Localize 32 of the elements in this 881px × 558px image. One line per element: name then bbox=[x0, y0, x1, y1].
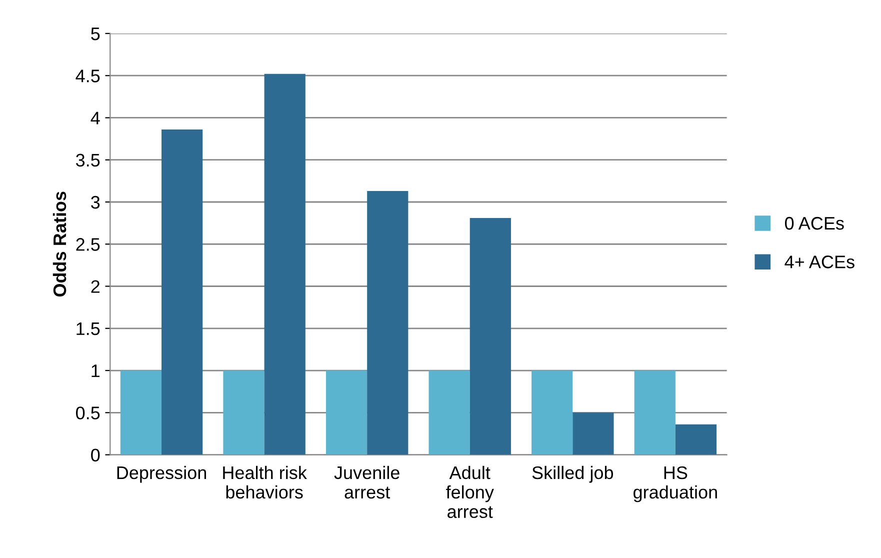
bar bbox=[634, 370, 676, 455]
x-tick-label: Adult felony arrest bbox=[446, 466, 494, 518]
x-tick-label: Depression bbox=[117, 466, 206, 483]
bar bbox=[326, 370, 368, 455]
legend-label: 4+ ACEs bbox=[784, 256, 854, 268]
bar bbox=[572, 412, 614, 455]
y-tick-label: 1.5 bbox=[76, 322, 100, 336]
bar bbox=[367, 191, 408, 455]
bar bbox=[120, 370, 162, 455]
x-tick-label: Health risk behaviors bbox=[223, 466, 307, 499]
bar bbox=[532, 370, 573, 455]
bar bbox=[428, 370, 470, 455]
x-tick-label: Skilled job bbox=[532, 466, 614, 483]
y-tick-label: 4 bbox=[90, 112, 100, 124]
legend-label: 0 ACEs bbox=[785, 216, 844, 230]
y-tick-label: 5 bbox=[91, 28, 100, 40]
y-tick-label: 0 bbox=[91, 448, 100, 462]
y-tick-label: 0.5 bbox=[76, 406, 100, 420]
bar bbox=[162, 130, 203, 455]
y-tick-label: 3.5 bbox=[76, 154, 100, 167]
bar bbox=[223, 370, 264, 455]
y-tick-label: 4.5 bbox=[76, 70, 100, 82]
y-tick-label: 2.5 bbox=[76, 238, 100, 251]
bar bbox=[264, 74, 306, 455]
y-tick-label: 1 bbox=[92, 364, 100, 378]
y-axis-title: Odds Ratios bbox=[52, 192, 66, 297]
y-tick-label: 3 bbox=[91, 196, 100, 209]
x-tick-label: HS graduation bbox=[634, 466, 717, 502]
x-tick-label: Juvenile arrest bbox=[334, 466, 400, 499]
bar bbox=[675, 424, 717, 455]
y-tick-label: 2 bbox=[91, 280, 100, 293]
bar bbox=[470, 218, 511, 455]
